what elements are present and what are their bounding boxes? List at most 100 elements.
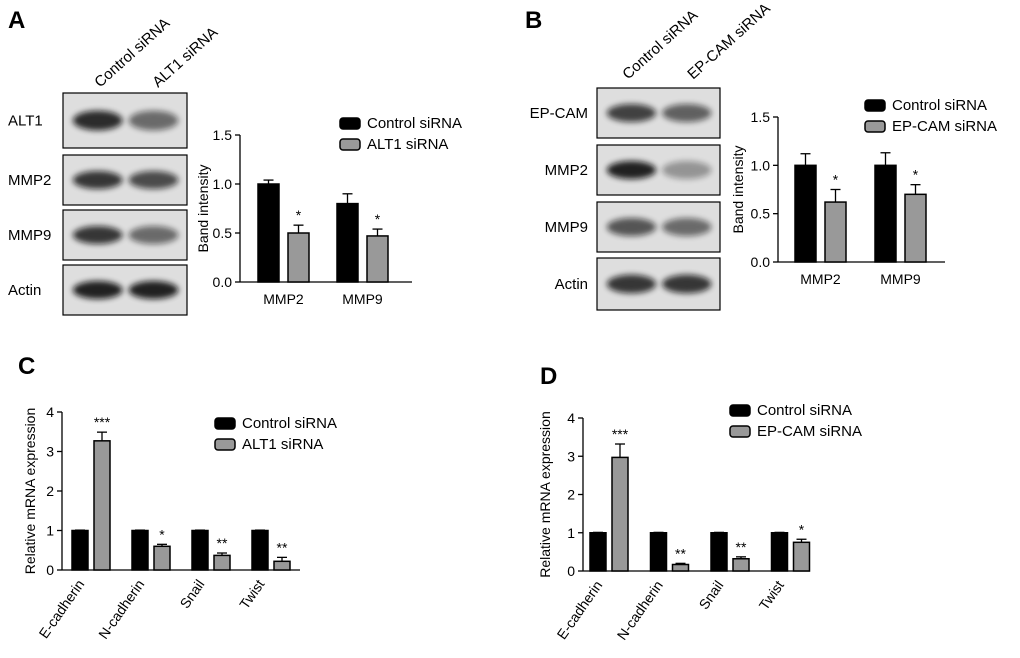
bar (904, 193, 927, 263)
y-tick-label: 1.5 (751, 109, 771, 125)
bar (611, 456, 629, 572)
y-axis-label: Band intensity (730, 146, 746, 234)
legend-swatch (729, 404, 751, 417)
blot-row-label: EP-CAM (530, 105, 588, 122)
panel-letter: A (8, 7, 25, 34)
legend-label: EP-CAM siRNA (757, 423, 862, 440)
bar (366, 235, 389, 283)
x-tick-label: E-cadherin (36, 577, 88, 642)
y-tick-label: 0 (567, 563, 575, 579)
legend-label: Control siRNA (242, 415, 337, 432)
y-tick-label: 0 (46, 562, 54, 578)
bar (273, 560, 291, 571)
y-tick-label: 3 (46, 444, 54, 460)
y-tick-label: 1.5 (213, 127, 233, 143)
x-tick-label: N-cadherin (614, 578, 666, 643)
bar (649, 532, 668, 572)
significance: *** (94, 414, 111, 430)
blot-band (72, 110, 123, 131)
bar (770, 532, 789, 572)
bar (589, 532, 607, 572)
blot-band (72, 281, 123, 299)
bar (251, 529, 269, 571)
y-tick-label: 3 (567, 448, 575, 464)
y-tick-label: 1.0 (751, 157, 771, 173)
legend-swatch (339, 138, 361, 151)
panel-letter: C (18, 353, 35, 380)
bar (153, 545, 171, 571)
y-axis-label: Relative mRNA expression (22, 408, 38, 575)
y-axis-label: Band intensity (195, 165, 211, 253)
legend-label: Control siRNA (757, 402, 852, 419)
blot-band (72, 171, 123, 189)
panel-letter: D (540, 363, 557, 390)
legend-swatch (339, 117, 361, 130)
legend-swatch (214, 417, 236, 430)
blot-band (662, 218, 712, 236)
significance: * (296, 207, 302, 223)
blot-band (606, 104, 657, 122)
bar (794, 164, 817, 263)
significance: ** (277, 539, 288, 555)
bar (191, 529, 209, 571)
x-tick-label: MMP2 (263, 291, 304, 307)
blot-row-label: ALT1 (8, 113, 43, 130)
x-tick-label: Twist (756, 577, 787, 612)
y-tick-label: 2 (46, 483, 54, 499)
x-tick-label: E-cadherin (554, 578, 606, 643)
y-tick-label: 1.0 (213, 176, 233, 192)
x-tick-label: Snail (695, 578, 726, 613)
x-tick-label: Twist (236, 576, 267, 611)
x-tick-label: N-cadherin (95, 577, 147, 642)
bar (93, 440, 111, 571)
blot-band (128, 171, 179, 189)
y-tick-label: 4 (567, 410, 575, 426)
blot-row-label: MMP9 (8, 227, 51, 244)
bar (213, 554, 231, 571)
blot-band (662, 104, 712, 122)
y-tick-label: 1 (46, 523, 54, 539)
x-tick-label: MMP9 (880, 271, 921, 287)
bar (671, 563, 690, 572)
significance: * (159, 526, 165, 542)
legend-label: EP-CAM siRNA (892, 118, 997, 135)
y-axis-label: Relative mRNA expression (537, 411, 553, 578)
blot-band (128, 110, 179, 131)
bar (257, 183, 280, 283)
significance: * (375, 211, 381, 227)
bar (131, 529, 149, 571)
blot-band (662, 161, 712, 179)
blot-row-label: MMP9 (545, 219, 588, 236)
bar (710, 532, 728, 572)
blot-row-label: Actin (555, 276, 588, 293)
significance: ** (736, 539, 747, 555)
significance: * (913, 167, 919, 183)
blot-band (606, 218, 657, 236)
significance: * (799, 521, 805, 537)
y-tick-label: 0.0 (213, 274, 233, 290)
legend-label: Control siRNA (892, 97, 987, 114)
x-tick-label: MMP9 (342, 291, 383, 307)
significance: ** (217, 535, 228, 551)
panel-letter: B (525, 7, 542, 34)
x-tick-label: Snail (176, 577, 207, 612)
legend-label: ALT1 siRNA (242, 436, 323, 453)
y-tick-label: 0.5 (751, 206, 771, 222)
blot-row-label: MMP2 (545, 162, 588, 179)
bar (336, 202, 359, 283)
blot-band (606, 161, 657, 179)
bar (287, 232, 310, 283)
y-tick-label: 4 (46, 404, 54, 420)
legend-swatch (864, 120, 886, 133)
y-tick-label: 2 (567, 487, 575, 503)
legend-swatch (214, 438, 236, 451)
significance: * (833, 172, 839, 188)
legend-label: Control siRNA (367, 115, 462, 132)
x-tick-label: MMP2 (800, 271, 841, 287)
blot-band (606, 274, 657, 294)
y-tick-label: 0.0 (751, 254, 771, 270)
legend-swatch (729, 425, 751, 438)
significance: ** (675, 545, 686, 561)
blot-band (662, 274, 712, 294)
